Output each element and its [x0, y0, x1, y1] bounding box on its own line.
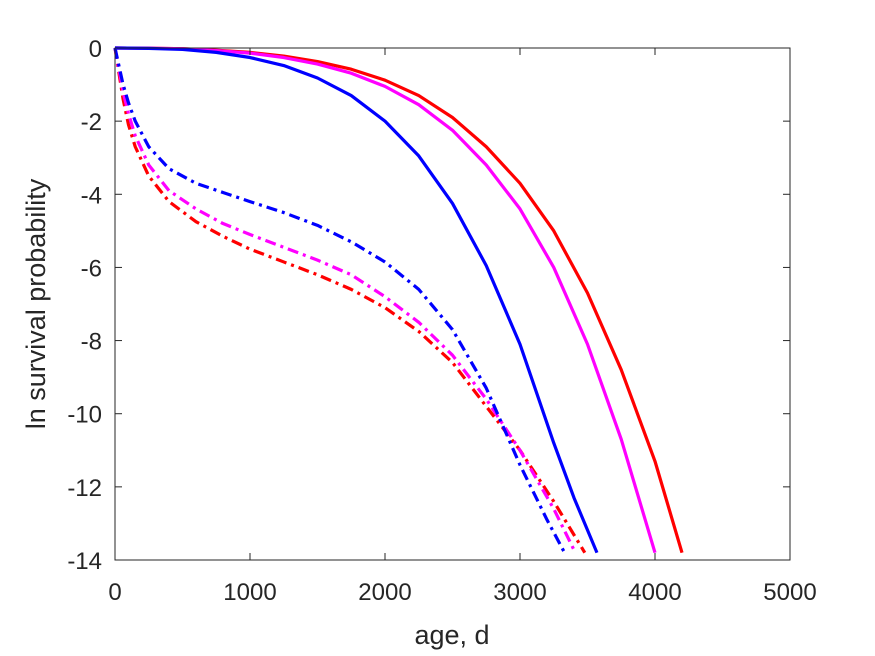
series-line-3-solid — [114, 46, 599, 554]
y-tick-label: 0 — [89, 36, 102, 63]
x-tick-label: 4000 — [628, 579, 681, 606]
x-axis-title: age, d — [414, 620, 489, 650]
series-layer — [113, 46, 684, 554]
y-axis-title: ln survival probability — [21, 178, 51, 429]
x-tick-label: 3000 — [493, 579, 546, 606]
y-tick-label: -12 — [67, 475, 102, 502]
y-tick-label: -8 — [81, 329, 102, 356]
y-tick-label: -4 — [81, 182, 102, 209]
series-line-6-dashdot — [113, 47, 566, 554]
x-tick-label: 2000 — [358, 579, 411, 606]
x-tick-label: 1000 — [223, 579, 276, 606]
x-tick-label: 0 — [108, 579, 121, 606]
y-tick-label: -10 — [67, 402, 102, 429]
ticks-layer: 0 1000 2000 3000 4000 5000 0 -2 -4 -6 -8 -10 -12 -14 — [67, 36, 816, 606]
series-line-4-dashdot — [113, 47, 587, 554]
plot-frame — [114, 47, 791, 561]
series-line-5-dashdot — [113, 47, 577, 554]
y-tick-label: -2 — [81, 109, 102, 136]
plot-area — [115, 48, 790, 560]
y-tick-label: -6 — [81, 255, 102, 282]
y-tick-label: -14 — [67, 548, 102, 575]
x-tick-label: 5000 — [763, 579, 816, 606]
